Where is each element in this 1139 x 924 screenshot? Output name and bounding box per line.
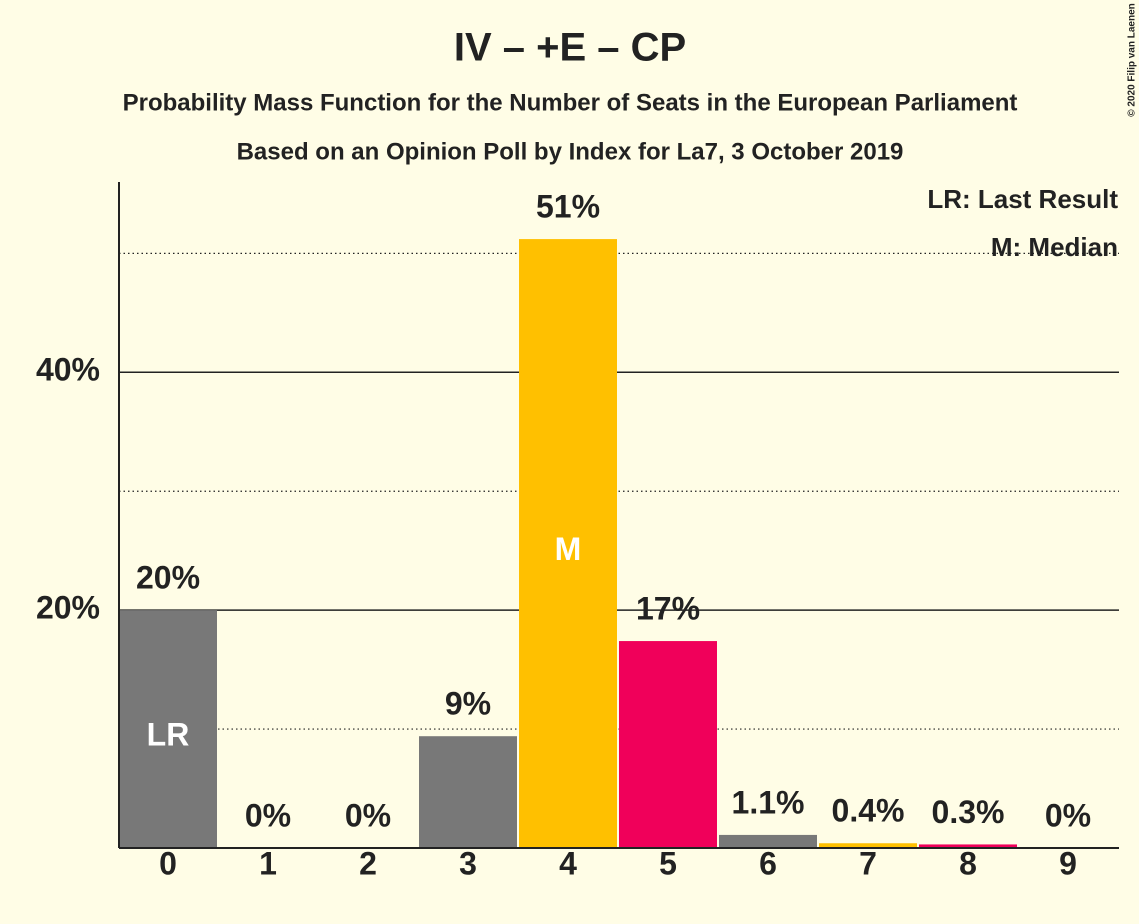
- legend-entry: LR: Last Result: [927, 184, 1118, 214]
- data-label: 0%: [1045, 797, 1091, 833]
- bar: [419, 736, 517, 848]
- chart-subtitle: Probability Mass Function for the Number…: [123, 89, 1018, 116]
- chart-title: IV – +E – CP: [454, 26, 686, 70]
- bar: [719, 834, 817, 848]
- data-label: 0.4%: [832, 793, 905, 829]
- bar: [619, 641, 717, 848]
- data-label: 0.3%: [932, 794, 1005, 830]
- x-tick-label: 1: [259, 845, 277, 881]
- y-tick-label: 40%: [36, 352, 100, 388]
- bar: [119, 610, 217, 848]
- x-tick-label: 4: [559, 845, 577, 881]
- data-label: 17%: [636, 591, 700, 627]
- data-label: 1.1%: [732, 784, 805, 820]
- chart-subtitle: Based on an Opinion Poll by Index for La…: [237, 138, 904, 165]
- bar: [819, 843, 917, 848]
- data-label: 9%: [445, 686, 491, 722]
- x-tick-label: 7: [859, 845, 877, 881]
- data-label: 0%: [245, 797, 291, 833]
- bar-annotation: LR: [147, 717, 190, 753]
- x-tick-label: 5: [659, 845, 677, 881]
- data-label: 0%: [345, 797, 391, 833]
- bar: [519, 239, 617, 849]
- legend-entry: M: Median: [991, 232, 1118, 262]
- y-tick-label: 20%: [36, 590, 100, 626]
- x-tick-label: 0: [159, 845, 177, 881]
- x-tick-label: 9: [1059, 845, 1077, 881]
- x-tick-label: 2: [359, 845, 377, 881]
- data-label: 20%: [136, 560, 200, 596]
- copyright: © 2020 Filip van Laenen: [1127, 3, 1138, 117]
- bar: [919, 844, 1017, 848]
- x-tick-label: 6: [759, 845, 777, 881]
- x-tick-label: 3: [459, 845, 477, 881]
- bar-annotation: M: [555, 531, 582, 567]
- data-label: 51%: [536, 189, 600, 225]
- x-tick-label: 8: [959, 845, 977, 881]
